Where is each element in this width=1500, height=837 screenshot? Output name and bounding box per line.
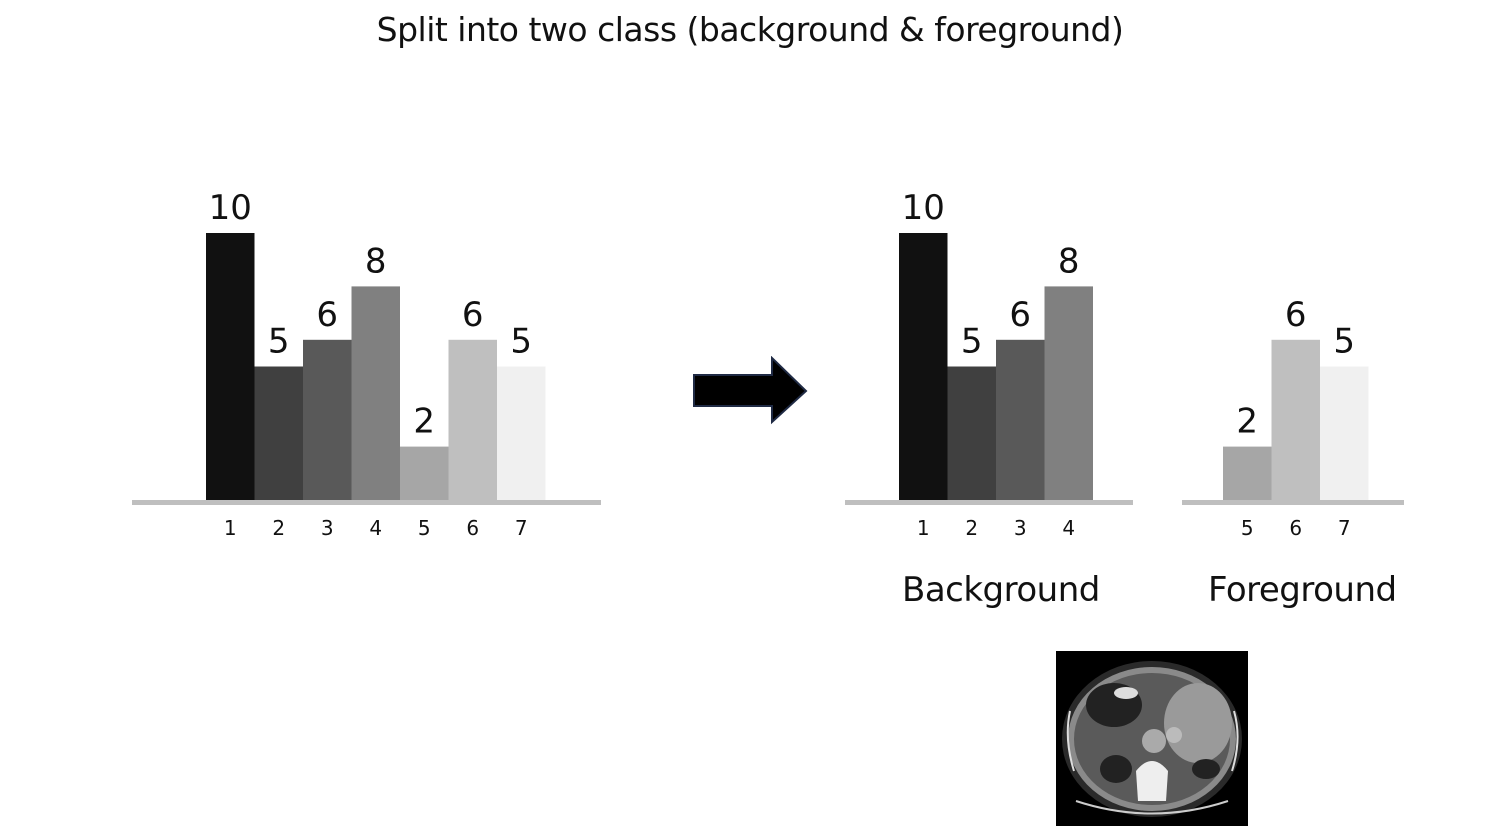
bar-4 bbox=[1044, 286, 1093, 500]
tick-label-1: 1 bbox=[917, 516, 930, 540]
tick-label-7: 7 bbox=[515, 516, 528, 540]
tick-label-4: 4 bbox=[369, 516, 382, 540]
data-label-5: 2 bbox=[1236, 402, 1258, 442]
tick-label-3: 3 bbox=[321, 516, 334, 540]
bar-2 bbox=[254, 366, 303, 500]
page-title: Split into two class (background & foreg… bbox=[376, 10, 1124, 49]
bar-6 bbox=[448, 339, 497, 500]
bar-7 bbox=[497, 366, 546, 500]
tick-label-3: 3 bbox=[1014, 516, 1027, 540]
bar-1 bbox=[899, 233, 948, 500]
data-label-3: 6 bbox=[316, 295, 338, 335]
foreground-label: Foreground bbox=[1208, 570, 1397, 610]
tick-label-5: 5 bbox=[1241, 516, 1254, 540]
tick-label-6: 6 bbox=[1289, 516, 1302, 540]
tick-label-6: 6 bbox=[466, 516, 479, 540]
data-label-2: 5 bbox=[268, 322, 290, 362]
bar-5 bbox=[1223, 446, 1272, 500]
tick-label-1: 1 bbox=[224, 516, 237, 540]
background-label: Background bbox=[902, 570, 1100, 610]
data-label-1: 10 bbox=[209, 188, 252, 228]
bar-6 bbox=[1271, 339, 1320, 500]
data-label-1: 10 bbox=[902, 188, 945, 228]
data-label-2: 5 bbox=[961, 322, 983, 362]
bar-3 bbox=[303, 339, 352, 500]
bar-4 bbox=[351, 286, 400, 500]
chart-background: 10 1 5 2 6 3 8 4 bbox=[845, 188, 1133, 540]
data-label-7: 5 bbox=[510, 322, 532, 362]
data-label-7: 5 bbox=[1333, 322, 1355, 362]
data-label-4: 8 bbox=[365, 241, 387, 281]
tick-label-4: 4 bbox=[1062, 516, 1075, 540]
ct-scan-image bbox=[1056, 651, 1248, 826]
bar-1 bbox=[206, 233, 255, 500]
tick-label-2: 2 bbox=[965, 516, 978, 540]
tick-label-2: 2 bbox=[272, 516, 285, 540]
data-label-6: 6 bbox=[1285, 295, 1307, 335]
data-label-3: 6 bbox=[1009, 295, 1031, 335]
arrow-right-icon bbox=[693, 356, 808, 425]
bar-5 bbox=[400, 446, 449, 500]
tick-label-5: 5 bbox=[418, 516, 431, 540]
bar-2 bbox=[947, 366, 996, 500]
data-label-4: 8 bbox=[1058, 241, 1080, 281]
bar-3 bbox=[996, 339, 1045, 500]
bar-7 bbox=[1320, 366, 1369, 500]
data-label-5: 2 bbox=[413, 402, 435, 442]
tick-label-7: 7 bbox=[1338, 516, 1351, 540]
data-label-6: 6 bbox=[462, 295, 484, 335]
